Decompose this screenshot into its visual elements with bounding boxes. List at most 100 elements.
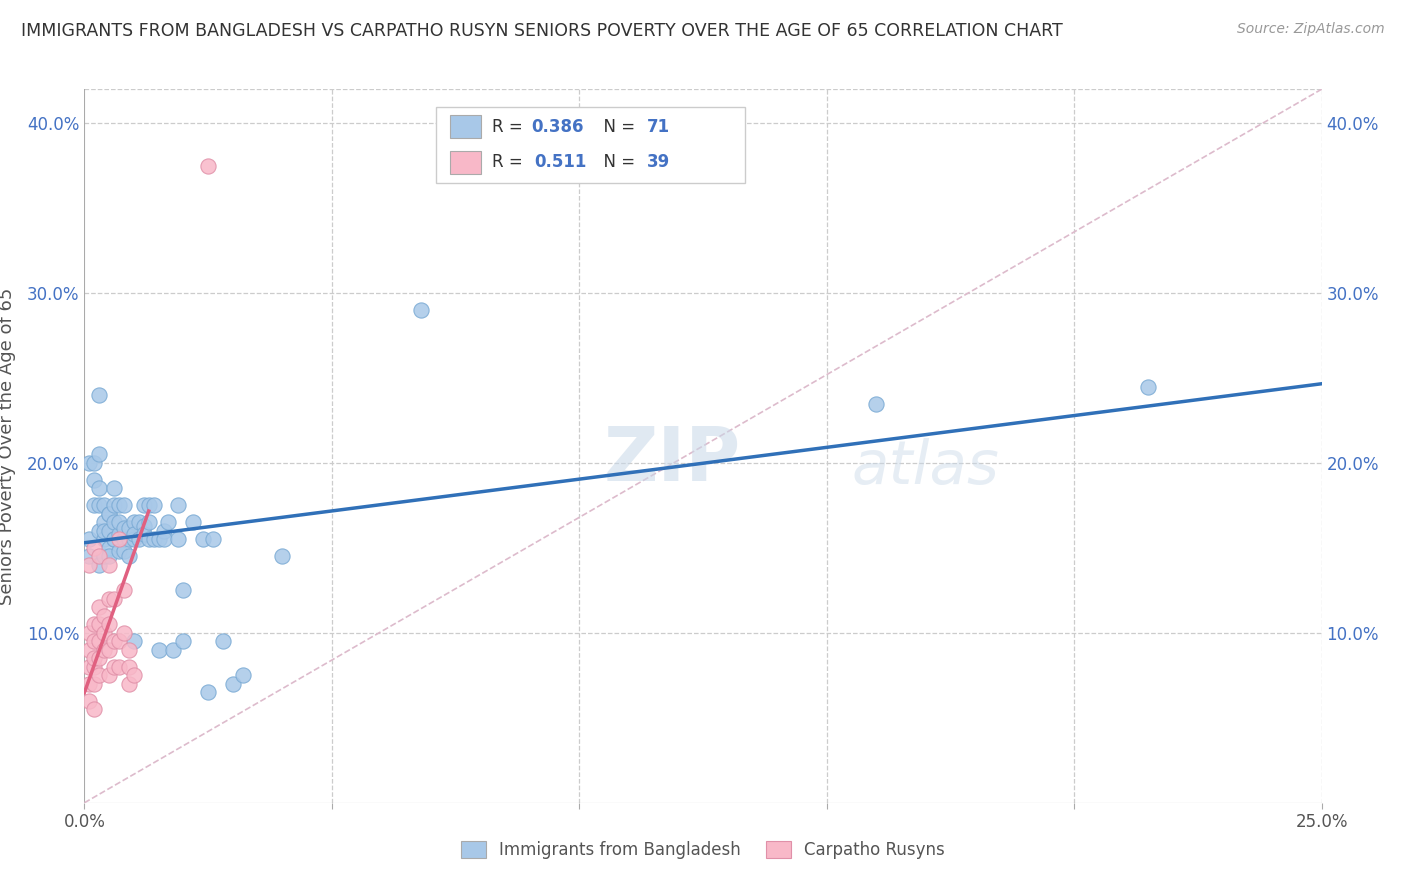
- Point: [83, 651, 105, 665]
- Point: [152, 533, 174, 547]
- Point: [142, 499, 165, 513]
- Text: 0.386: 0.386: [531, 118, 583, 136]
- Point: [89, 668, 111, 682]
- Point: [118, 660, 141, 674]
- Point: [79, 533, 101, 547]
- Point: [142, 533, 165, 547]
- Point: [98, 549, 121, 564]
- Point: [98, 541, 121, 555]
- Point: [89, 600, 111, 615]
- Point: [148, 643, 170, 657]
- Text: 39: 39: [647, 153, 671, 171]
- Point: [108, 527, 131, 541]
- Point: [148, 533, 170, 547]
- Point: [1137, 379, 1160, 393]
- Point: [103, 634, 125, 648]
- Point: [865, 396, 887, 410]
- Point: [122, 516, 145, 530]
- Point: [118, 549, 141, 564]
- Text: ZIP: ZIP: [605, 424, 741, 497]
- Point: [132, 527, 155, 541]
- Text: R =: R =: [492, 153, 533, 171]
- Point: [89, 634, 111, 648]
- Text: 0.511: 0.511: [534, 153, 586, 171]
- Point: [103, 516, 125, 530]
- Point: [181, 516, 204, 530]
- Point: [118, 533, 141, 547]
- Point: [89, 558, 111, 572]
- Point: [83, 473, 105, 487]
- Point: [138, 499, 160, 513]
- Point: [118, 643, 141, 657]
- Point: [89, 448, 111, 462]
- Point: [202, 533, 225, 547]
- Point: [167, 499, 190, 513]
- Point: [108, 660, 131, 674]
- Point: [197, 685, 219, 699]
- Point: [112, 533, 135, 547]
- Point: [122, 634, 145, 648]
- Point: [103, 591, 125, 606]
- Point: [79, 626, 101, 640]
- Point: [212, 634, 235, 648]
- Point: [138, 533, 160, 547]
- Text: IMMIGRANTS FROM BANGLADESH VS CARPATHO RUSYN SENIORS POVERTY OVER THE AGE OF 65 : IMMIGRANTS FROM BANGLADESH VS CARPATHO R…: [21, 22, 1063, 40]
- Point: [98, 507, 121, 521]
- Point: [83, 634, 105, 648]
- Point: [128, 516, 150, 530]
- Point: [89, 524, 111, 538]
- Point: [108, 533, 131, 547]
- Point: [83, 677, 105, 691]
- Point: [93, 643, 115, 657]
- Point: [89, 499, 111, 513]
- Point: [98, 507, 121, 521]
- Point: [112, 544, 135, 558]
- Point: [83, 456, 105, 470]
- Point: [152, 524, 174, 538]
- Point: [93, 516, 115, 530]
- Point: [103, 533, 125, 547]
- Point: [112, 626, 135, 640]
- Point: [79, 558, 101, 572]
- Point: [112, 499, 135, 513]
- Point: [98, 524, 121, 538]
- Point: [83, 702, 105, 716]
- Text: Source: ZipAtlas.com: Source: ZipAtlas.com: [1237, 22, 1385, 37]
- Point: [83, 660, 105, 674]
- Point: [93, 533, 115, 547]
- Point: [79, 694, 101, 708]
- Point: [98, 558, 121, 572]
- Point: [157, 516, 180, 530]
- Point: [118, 677, 141, 691]
- Point: [271, 549, 294, 564]
- Point: [79, 660, 101, 674]
- Point: [93, 499, 115, 513]
- Point: [128, 533, 150, 547]
- Point: [89, 651, 111, 665]
- Point: [89, 388, 111, 402]
- Text: R =: R =: [492, 118, 529, 136]
- Point: [98, 643, 121, 657]
- Point: [83, 499, 105, 513]
- Text: 71: 71: [647, 118, 669, 136]
- Point: [93, 524, 115, 538]
- Point: [83, 617, 105, 632]
- Point: [122, 527, 145, 541]
- Point: [79, 677, 101, 691]
- Point: [89, 549, 111, 564]
- Y-axis label: Seniors Poverty Over the Age of 65: Seniors Poverty Over the Age of 65: [0, 287, 15, 605]
- Point: [103, 499, 125, 513]
- Point: [409, 303, 432, 318]
- Point: [191, 533, 214, 547]
- Text: N =: N =: [593, 118, 641, 136]
- Text: N =: N =: [593, 153, 641, 171]
- Point: [132, 499, 155, 513]
- Point: [197, 159, 219, 173]
- Point: [79, 643, 101, 657]
- Point: [103, 533, 125, 547]
- Point: [172, 634, 194, 648]
- Point: [79, 549, 101, 564]
- Point: [98, 591, 121, 606]
- Point: [112, 583, 135, 598]
- Point: [93, 549, 115, 564]
